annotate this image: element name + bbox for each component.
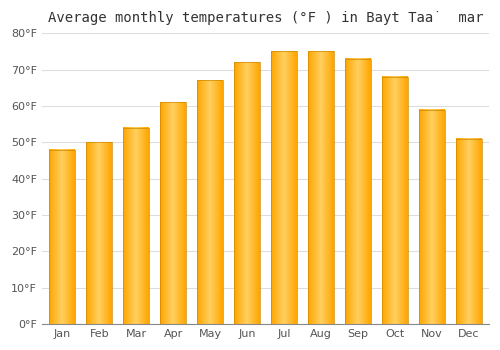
Bar xyxy=(418,110,444,324)
Bar xyxy=(382,77,407,324)
Bar xyxy=(271,51,297,324)
Bar xyxy=(308,51,334,324)
Bar xyxy=(50,149,75,324)
Bar xyxy=(345,59,370,324)
Bar xyxy=(160,102,186,324)
Bar xyxy=(123,128,149,324)
Bar xyxy=(234,62,260,324)
Title: Average monthly temperatures (°F ) in Bayt Taȧ  mar: Average monthly temperatures (°F ) in Ba… xyxy=(48,11,483,25)
Bar xyxy=(456,139,481,324)
Bar xyxy=(86,142,112,324)
Bar xyxy=(197,80,223,324)
